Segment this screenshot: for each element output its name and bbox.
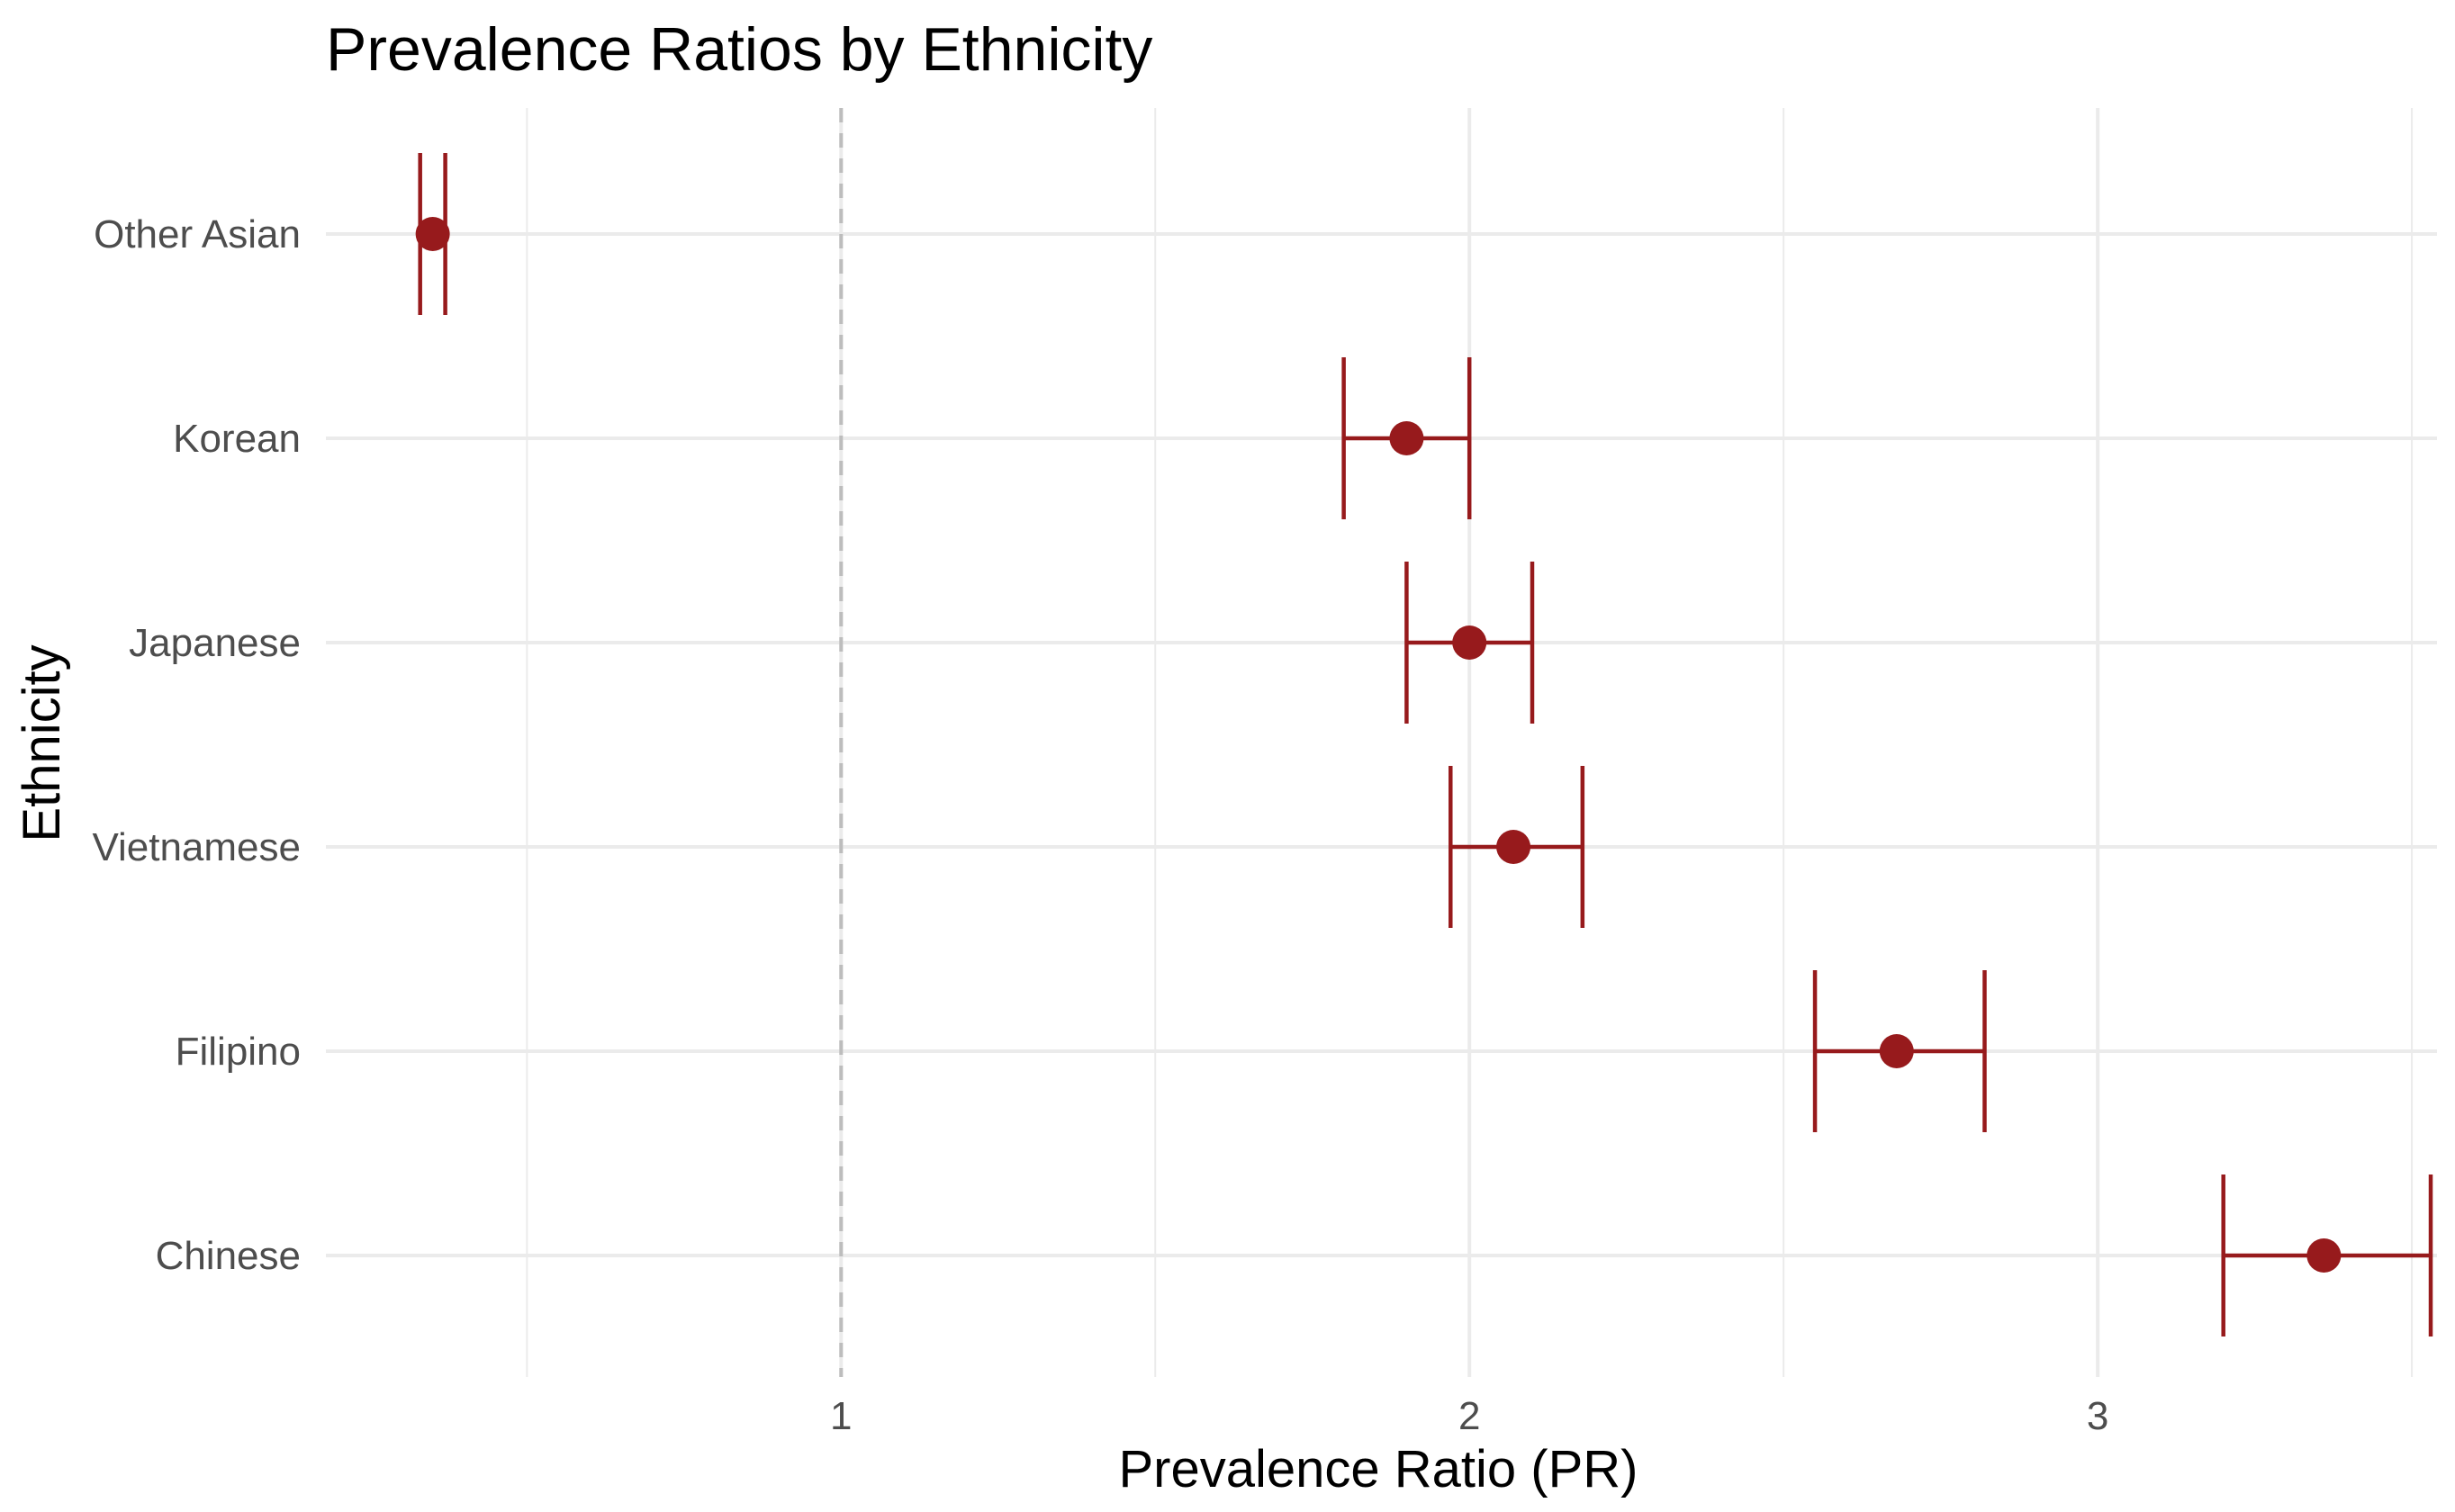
grid-layer xyxy=(326,108,2437,1377)
y-tick-label: Korean xyxy=(173,417,301,461)
x-tick-label: 3 xyxy=(2087,1394,2108,1438)
y-tick-label: Japanese xyxy=(129,621,301,665)
point-estimate xyxy=(1496,830,1531,864)
x-tick-labels: 1 2 3 xyxy=(830,1394,2108,1438)
chart-title: Prevalence Ratios by Ethnicity xyxy=(326,15,1152,84)
point-estimate xyxy=(1452,626,1487,660)
errorbar-filipino xyxy=(1812,970,1987,1132)
y-tick-labels: Chinese Filipino Vietnamese Japanese Korean O… xyxy=(92,212,301,1278)
errorbar-japanese xyxy=(1404,562,1535,724)
y-axis-title: Ethnicity xyxy=(13,644,71,842)
marks-layer xyxy=(415,153,2433,1336)
point-estimate xyxy=(415,217,450,251)
errorbar-korean xyxy=(1341,357,1472,519)
x-axis-title: Prevalence Ratio (PR) xyxy=(1119,1440,1638,1498)
y-tick-label: Filipino xyxy=(176,1030,301,1074)
errorbar-vietnamese xyxy=(1449,766,1585,928)
x-tick-label: 2 xyxy=(1458,1394,1480,1438)
y-tick-label: Vietnamese xyxy=(92,825,301,869)
errorbar-other-asian xyxy=(415,153,450,315)
y-tick-label: Other Asian xyxy=(94,212,301,256)
point-estimate xyxy=(1389,421,1424,455)
x-tick-label: 1 xyxy=(830,1394,852,1438)
point-estimate xyxy=(1879,1034,1914,1068)
y-tick-label: Chinese xyxy=(156,1234,301,1278)
errorbar-chinese xyxy=(2221,1174,2433,1336)
point-estimate xyxy=(2306,1238,2342,1273)
